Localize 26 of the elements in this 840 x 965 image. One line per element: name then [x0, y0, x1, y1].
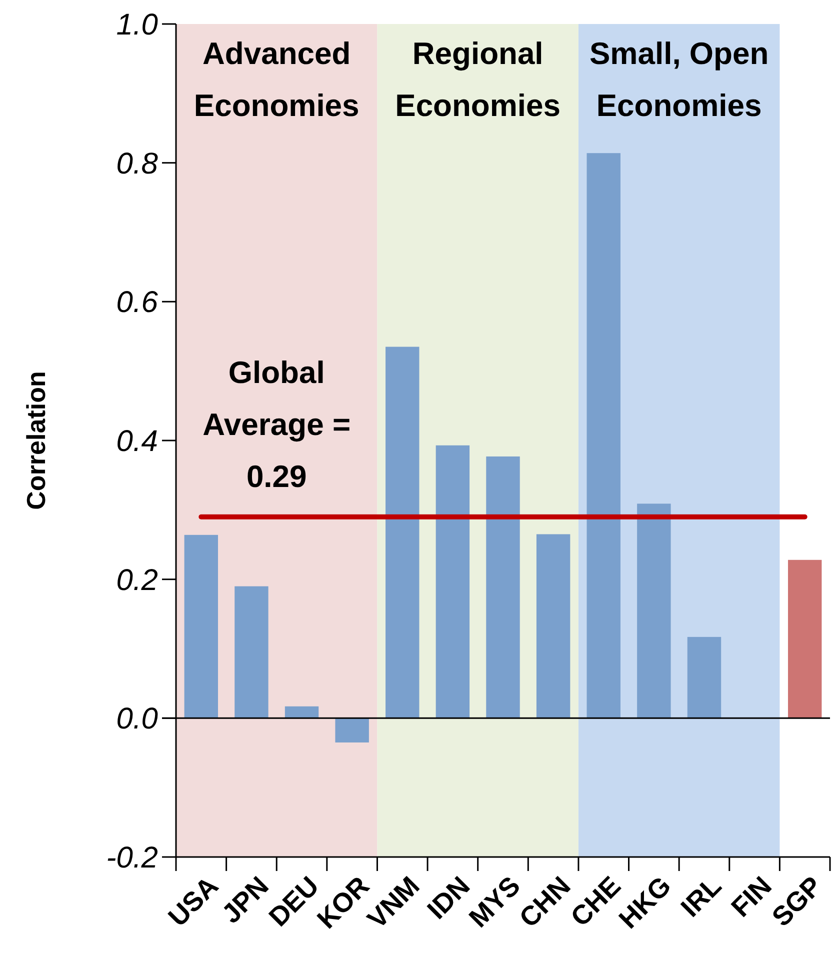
- band-label: Regional Economies: [395, 36, 561, 123]
- bar: [386, 346, 420, 718]
- y-tick-label: 0.0: [116, 702, 158, 736]
- y-tick-label: 0.6: [116, 286, 158, 320]
- x-tick-label: USA: [162, 870, 224, 932]
- bar: [586, 153, 620, 718]
- y-tick-label: 0.8: [116, 147, 158, 180]
- bar: [234, 586, 268, 718]
- ref-line-label: Global Average = 0.29: [202, 354, 351, 494]
- y-axis-title: Correlation: [21, 371, 51, 510]
- x-tick-label: IRL: [675, 870, 728, 923]
- band-label: Advanced Economies: [194, 36, 360, 123]
- bar: [184, 534, 218, 718]
- bar: [788, 560, 822, 718]
- bar: [637, 504, 671, 718]
- bar: [486, 456, 520, 718]
- y-tick-label: 0.4: [116, 425, 158, 458]
- bar: [284, 706, 319, 718]
- bar: [687, 636, 722, 718]
- bar: [436, 445, 470, 718]
- bar: [335, 718, 369, 742]
- y-tick-label: 1.0: [116, 8, 158, 42]
- y-tick-label: -0.2: [106, 842, 158, 874]
- y-tick-label: 0.2: [116, 564, 158, 597]
- band-label: Small, Open Economies: [589, 36, 769, 123]
- bar: [536, 534, 570, 718]
